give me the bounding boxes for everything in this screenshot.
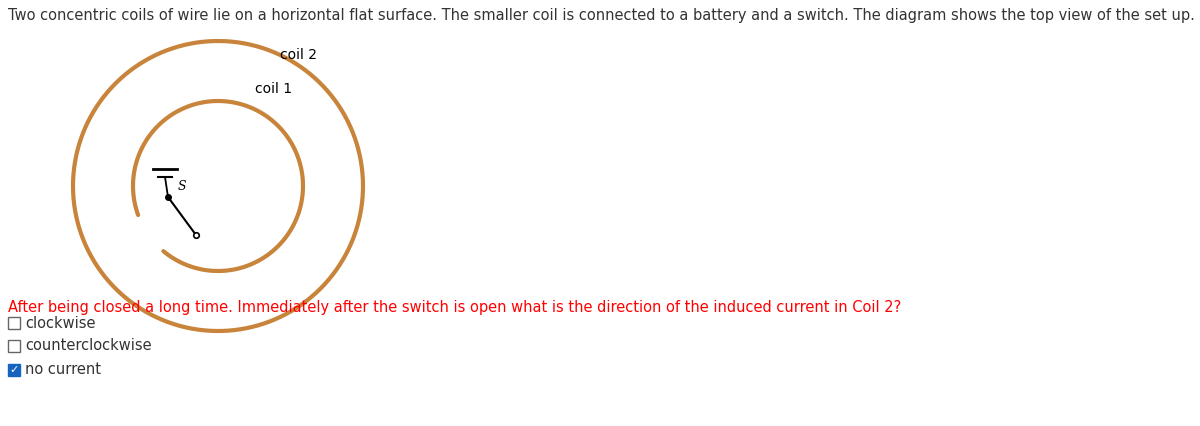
Text: After being closed a long time. Immediately after the switch is open what is the: After being closed a long time. Immediat… [8, 300, 901, 315]
FancyBboxPatch shape [8, 364, 20, 376]
Text: coil 2: coil 2 [280, 48, 317, 62]
Text: no current: no current [25, 363, 101, 377]
Text: Two concentric coils of wire lie on a horizontal flat surface. The smaller coil : Two concentric coils of wire lie on a ho… [8, 8, 1195, 23]
FancyBboxPatch shape [8, 340, 20, 352]
FancyBboxPatch shape [8, 317, 20, 329]
Text: counterclockwise: counterclockwise [25, 339, 151, 354]
Text: clockwise: clockwise [25, 316, 96, 331]
Text: coil 1: coil 1 [256, 82, 292, 96]
Text: S: S [178, 180, 187, 193]
Text: ✓: ✓ [10, 365, 19, 375]
